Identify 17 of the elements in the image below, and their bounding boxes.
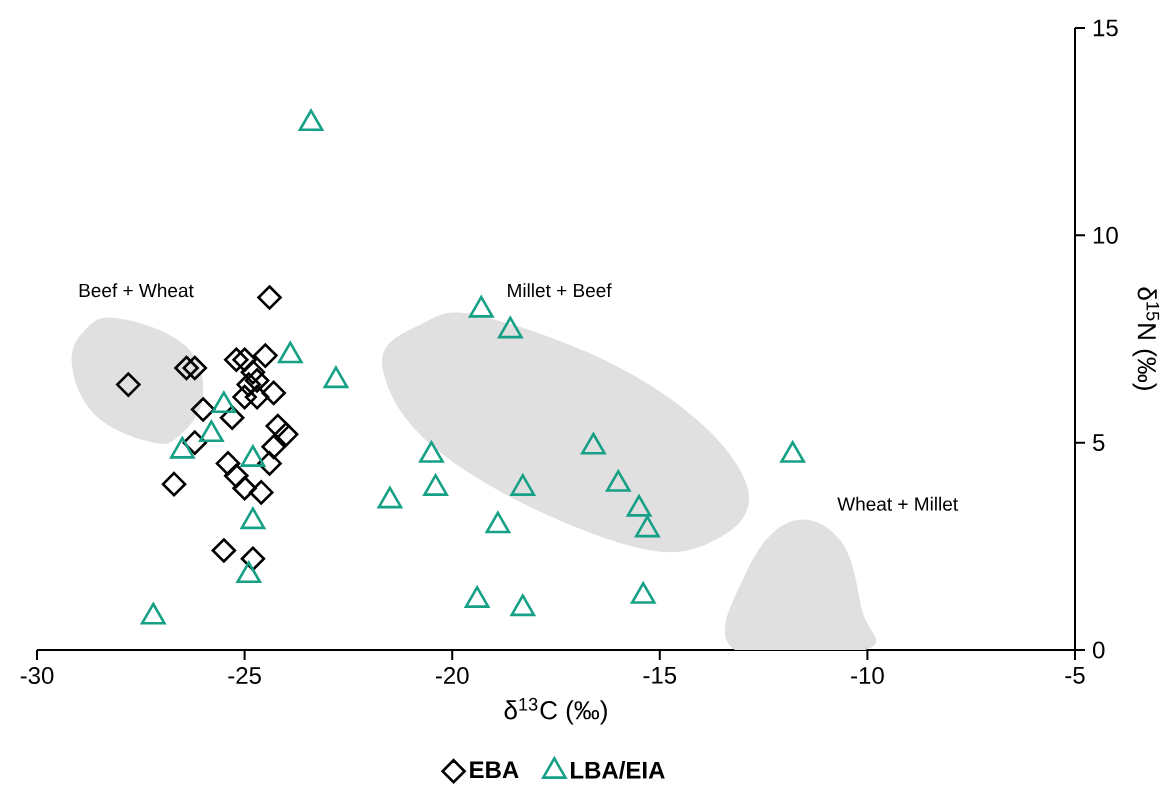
x-tick-label: -20	[435, 667, 469, 685]
legend-label: LBA/EIA	[571, 761, 665, 779]
series-label: Millet + Beef	[508, 283, 612, 298]
x-tick-label: -30	[20, 667, 54, 685]
x-tick-label: -5	[1065, 667, 1085, 684]
series-label: Wheat + Millet	[837, 496, 958, 511]
y-tick-label: 5	[1093, 434, 1105, 452]
y-axis-title: δ$^{15}$N (‰)	[1132, 287, 1160, 390]
x-tick-label: -15	[643, 667, 677, 684]
x-axis-title: δ$^{13}$C (‰)	[504, 697, 607, 725]
legend-label: EBA	[470, 761, 519, 778]
x-tick-label: -10	[851, 667, 884, 685]
series-label: Beef + Wheat	[79, 283, 194, 298]
x-tick-label: -25	[228, 667, 261, 685]
y-tick-label: 15	[1093, 19, 1118, 37]
y-tick-label: 0	[1093, 641, 1105, 659]
y-tick-label: 10	[1093, 226, 1118, 244]
